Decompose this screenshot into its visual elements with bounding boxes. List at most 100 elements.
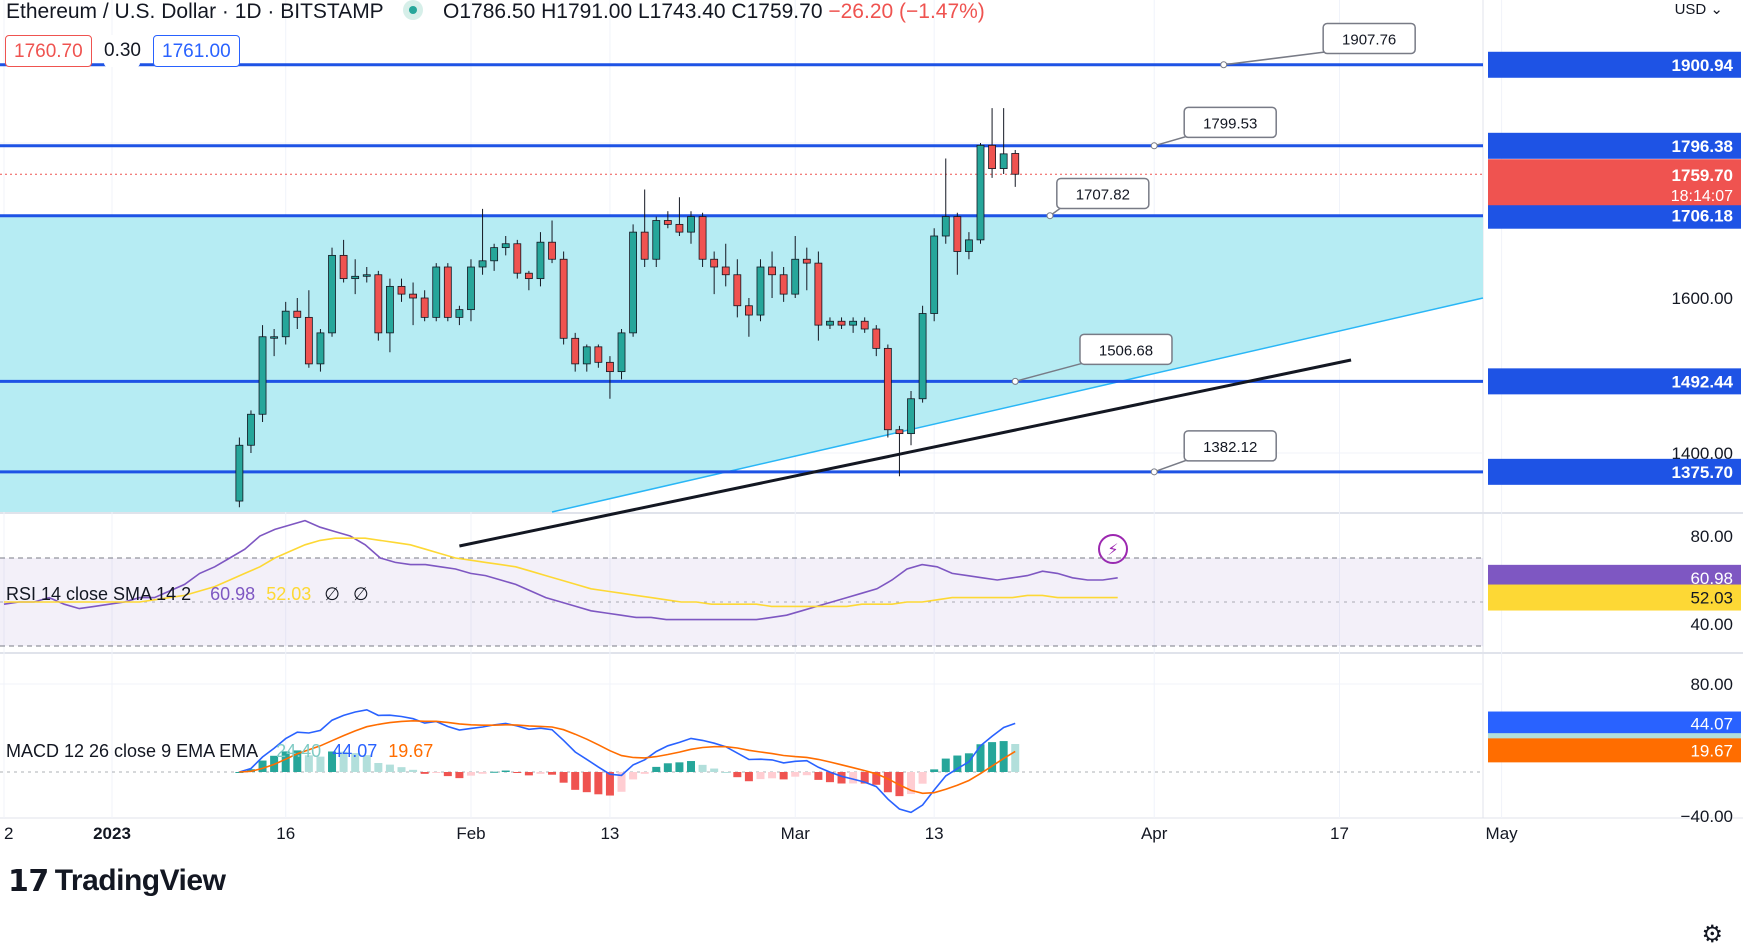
gear-icon[interactable]: ⚙ xyxy=(1701,921,1723,948)
tradingview-logo[interactable]: 𝟭𝟳 TradingView xyxy=(8,861,226,901)
lightning-icon xyxy=(1098,534,1128,564)
callout-label: 1707.82 xyxy=(1076,186,1130,203)
candle-body xyxy=(895,429,904,435)
candle-body xyxy=(791,258,800,295)
macd-histogram-bar xyxy=(721,771,730,773)
candle-body xyxy=(467,266,475,311)
candle-body xyxy=(617,332,626,373)
macd-histogram-bar xyxy=(432,772,441,773)
level-price-tag xyxy=(1488,458,1741,485)
macd-histogram-bar xyxy=(675,762,684,772)
macd-histogram-bar xyxy=(837,772,846,784)
candle-body xyxy=(374,274,383,334)
macd-tick-label: −40.00 xyxy=(1681,807,1733,826)
signal-value-tag xyxy=(1488,738,1741,763)
macd-histogram-bar xyxy=(814,772,823,780)
macd-histogram-bar xyxy=(374,762,383,772)
candle-body xyxy=(501,243,510,249)
candle-body xyxy=(443,266,452,318)
candle-body xyxy=(652,220,661,260)
macd-histogram-bar xyxy=(235,772,244,773)
macd-histogram-bar xyxy=(385,764,394,772)
candle-body xyxy=(918,313,927,400)
candle-body xyxy=(235,444,244,502)
rsi-legend[interactable]: RSI 14 close SMA 14 2 60.98 52.03 ∅ ∅ xyxy=(6,584,369,605)
signal-line xyxy=(239,719,1016,795)
candle-body xyxy=(687,216,695,233)
candle-body xyxy=(559,258,568,339)
macd-histogram-bar xyxy=(548,772,557,775)
level-price-tag xyxy=(1488,132,1741,159)
level-price-tag xyxy=(1488,368,1741,395)
macd-histogram-bar xyxy=(941,758,950,772)
macd-histogram-bar xyxy=(768,772,777,779)
candle-body xyxy=(1011,153,1020,175)
chart-header: Ethereum / U.S. Dollar · 1D · BITSTAMP O… xyxy=(6,0,985,24)
candle-body xyxy=(941,216,950,237)
callout-label: 1506.68 xyxy=(1099,342,1153,359)
callout-label: 1799.53 xyxy=(1203,115,1257,132)
buy-price-button[interactable]: 1761.00 xyxy=(153,35,240,67)
candle-body xyxy=(420,297,429,318)
candle-body xyxy=(362,274,371,277)
candle-body xyxy=(710,258,719,268)
macd-histogram-bar xyxy=(501,770,510,772)
macd-histogram-bar xyxy=(930,769,939,772)
candle-body xyxy=(907,398,915,435)
sell-price-button[interactable]: 1760.70 xyxy=(5,35,92,67)
market-status-icon xyxy=(403,0,424,21)
time-tick-label: 13 xyxy=(925,824,944,843)
macd-histogram-bar xyxy=(652,766,661,772)
macd-histogram-bar xyxy=(409,769,418,772)
callout-anchor xyxy=(1220,61,1228,69)
macd-histogram-bar xyxy=(351,753,360,772)
macd-histogram-bar xyxy=(629,772,638,780)
rsi-line xyxy=(3,519,1118,621)
callout-label: 1907.76 xyxy=(1342,31,1396,48)
signal-value: 19.67 xyxy=(388,741,434,761)
macd-histogram-bar xyxy=(1011,744,1020,772)
price-tick-label: 1600.00 xyxy=(1672,289,1733,308)
candle-body xyxy=(965,239,973,252)
candle-body xyxy=(999,153,1008,169)
macd-histogram-bar xyxy=(524,772,533,776)
macd-histogram-bar xyxy=(605,772,614,796)
callout-box xyxy=(1056,177,1150,210)
time-tick-label: 16 xyxy=(276,824,295,843)
rsi-tick-label: 80.00 xyxy=(1690,527,1733,546)
callout-anchor xyxy=(1150,142,1158,150)
macd-histogram-bar xyxy=(258,760,267,772)
candle-body xyxy=(756,266,765,316)
macd-histogram-bar xyxy=(883,772,892,793)
candle-body xyxy=(953,216,962,252)
rsi-ma-tag xyxy=(1488,584,1741,611)
macd-histogram-bar xyxy=(907,772,916,795)
candle-body xyxy=(513,243,522,274)
macd-histogram-bar xyxy=(976,744,985,772)
macd-histogram-bar xyxy=(988,742,997,772)
macd-histogram-bar xyxy=(710,768,719,772)
macd-histogram-bar xyxy=(594,772,603,795)
macd-value-tag xyxy=(1488,711,1741,736)
time-tick-label: May xyxy=(1486,824,1519,843)
callout-box xyxy=(1183,430,1277,462)
macd-legend[interactable]: MACD 12 26 close 9 EMA EMA 24.40 44.07 1… xyxy=(6,741,433,762)
symbol-title[interactable]: Ethereum / U.S. Dollar · 1D · BITSTAMP xyxy=(6,0,384,23)
currency-selector[interactable]: USD ⌄ xyxy=(1675,0,1723,18)
candle-body xyxy=(629,231,637,334)
macd-histogram-bar xyxy=(825,772,834,783)
candle-body xyxy=(976,144,985,241)
candle-body xyxy=(733,274,742,307)
time-tick-label: Mar xyxy=(781,824,811,843)
macd-histogram-bar xyxy=(791,772,800,777)
callout-box xyxy=(1322,22,1416,55)
candle-body xyxy=(455,309,464,318)
countdown-label: 18:14:07 xyxy=(1671,188,1733,205)
candle-body xyxy=(768,266,776,276)
time-tick-label: 2 xyxy=(4,824,13,843)
level-price-tag xyxy=(1488,202,1741,229)
callout-box xyxy=(1183,106,1277,139)
callout-label: 1382.12 xyxy=(1203,439,1257,456)
macd-histogram-bar xyxy=(490,771,499,773)
